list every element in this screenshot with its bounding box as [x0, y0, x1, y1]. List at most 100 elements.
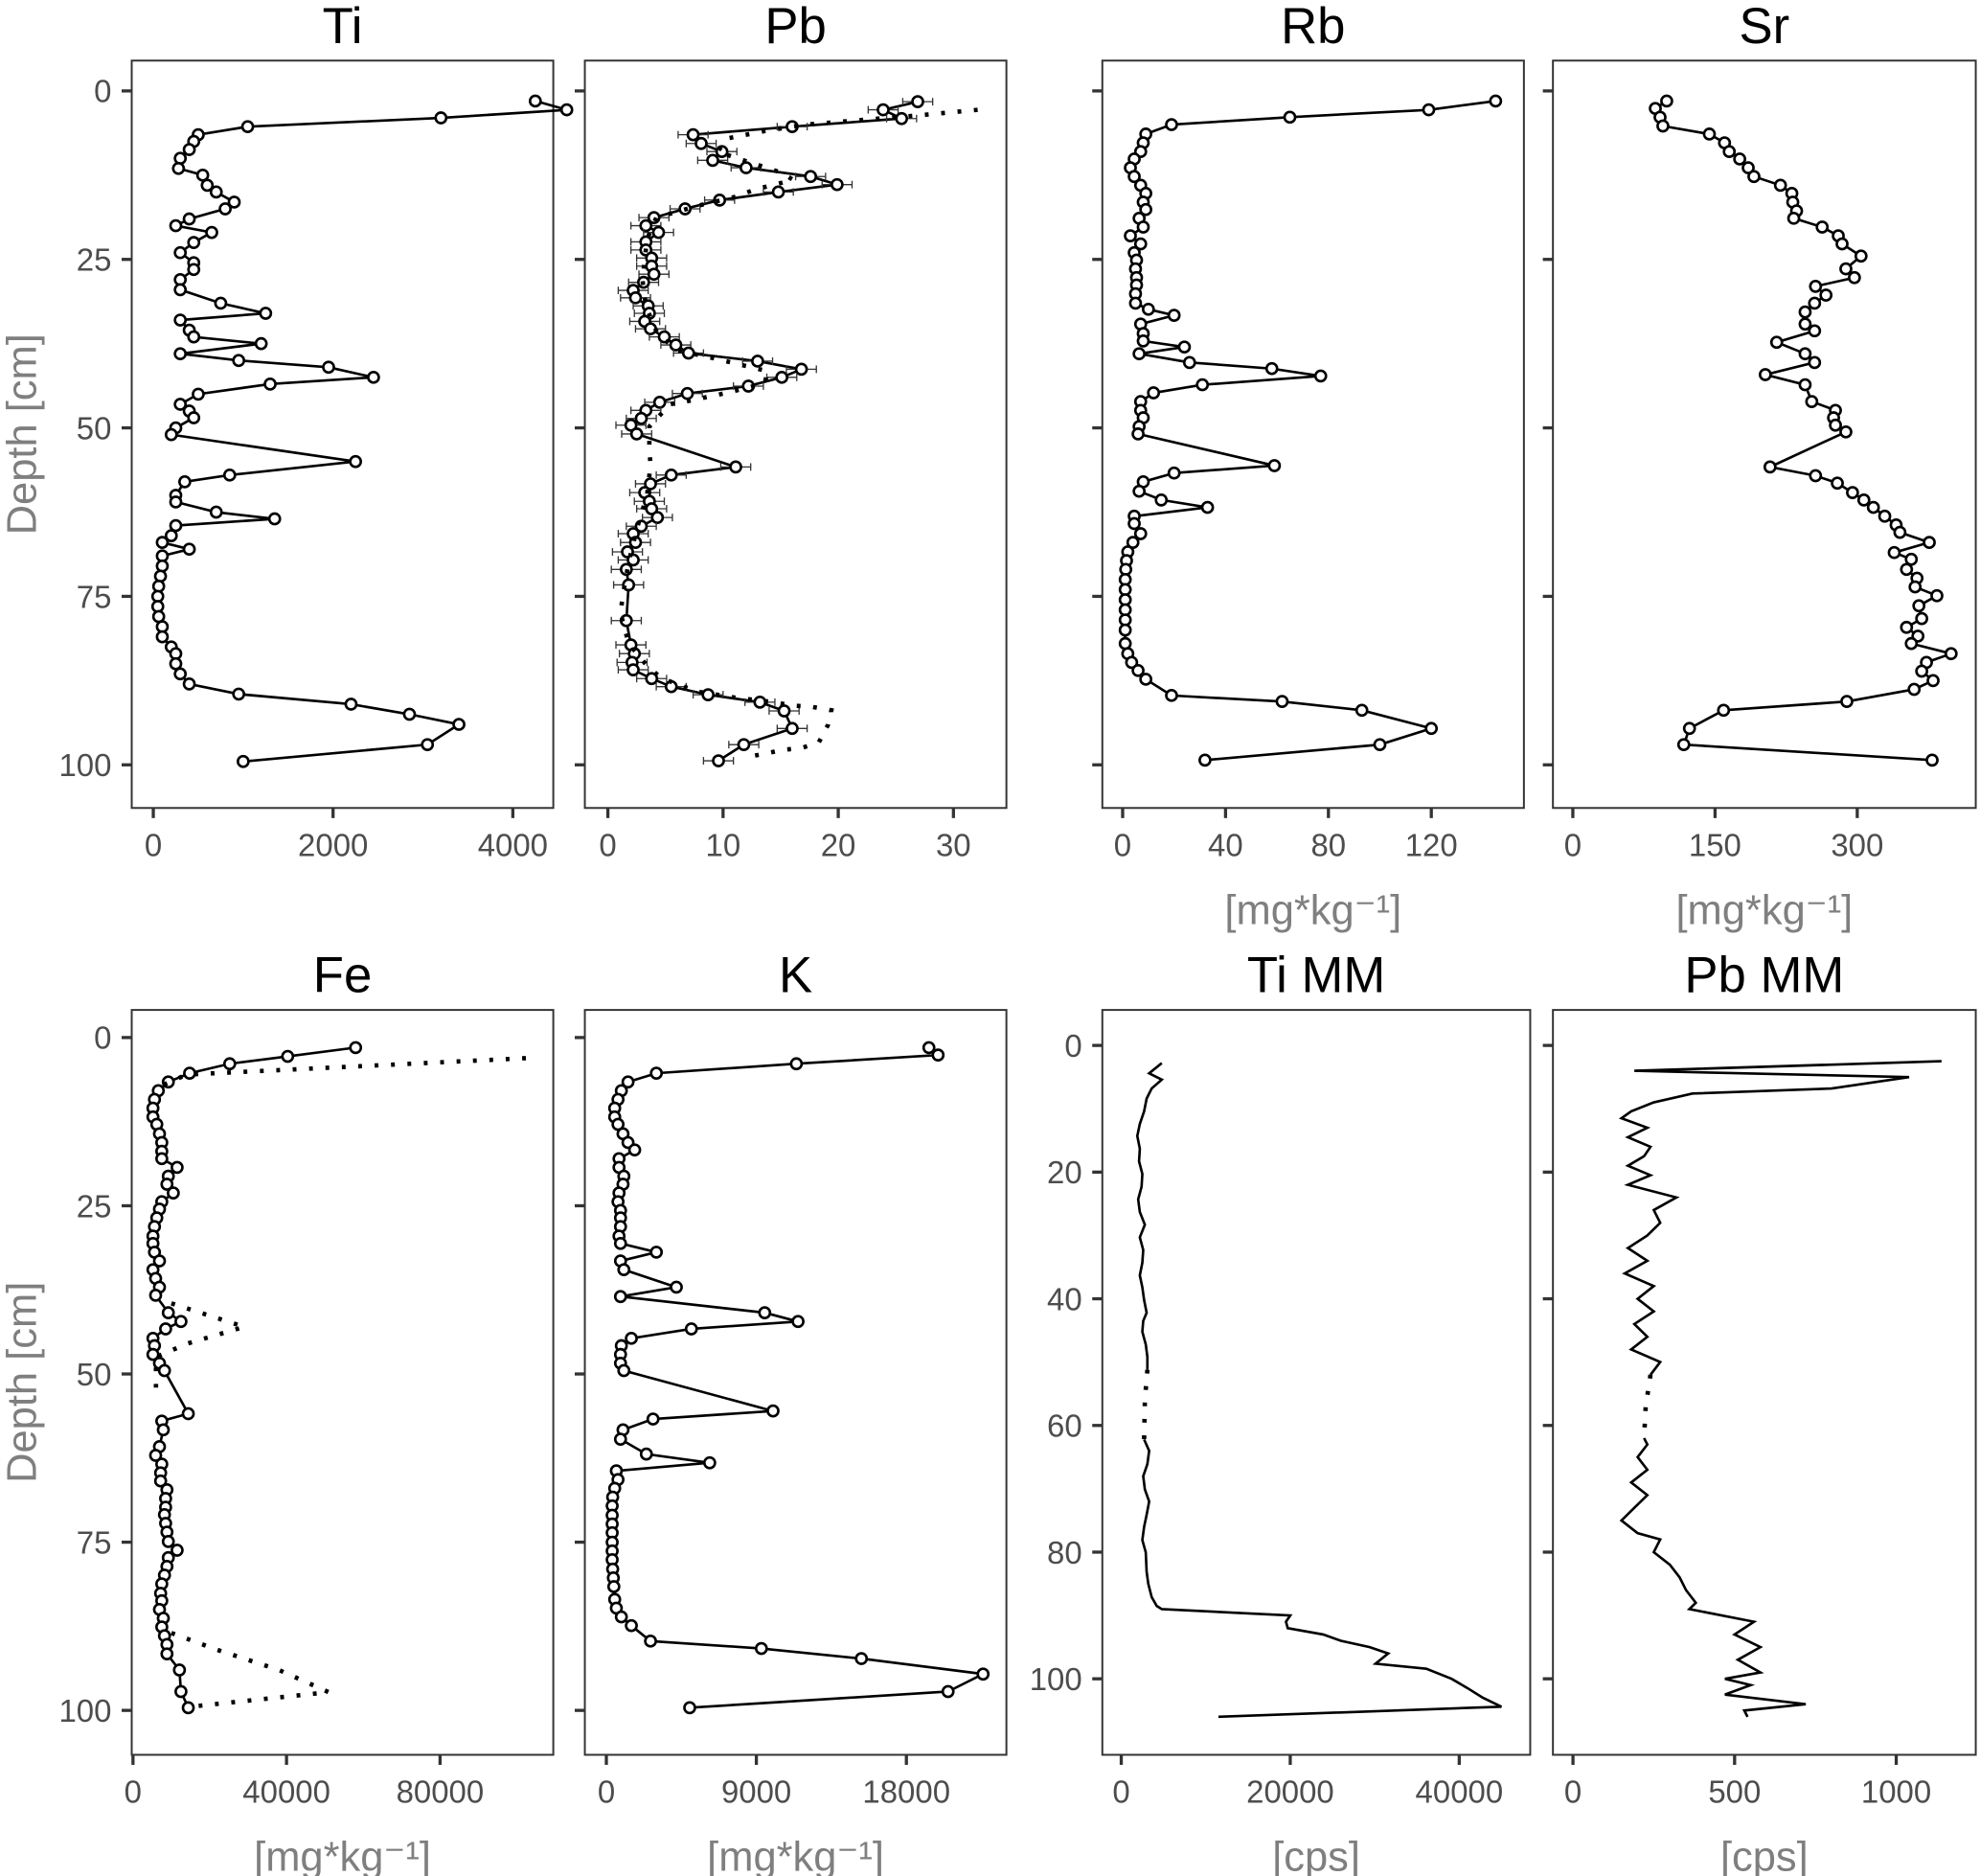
data-point	[1167, 466, 1181, 480]
data-point	[1133, 527, 1148, 540]
data-point	[222, 1057, 237, 1071]
panel-sr: Sr 0 150 300 [mg*kg⁻¹]	[1542, 0, 1977, 934]
data-point	[649, 1246, 664, 1259]
data-point	[626, 663, 640, 676]
data-point	[652, 396, 667, 409]
data-point	[681, 346, 695, 360]
data-point	[169, 518, 183, 533]
data-point	[1831, 476, 1844, 491]
series-line	[1618, 1060, 1942, 1376]
panel-frame	[583, 1009, 1008, 1756]
data-point	[754, 1641, 768, 1656]
x-axis-label: [mg*kg⁻¹]	[1224, 888, 1401, 934]
series-line	[1619, 1437, 1807, 1718]
data-point	[634, 411, 649, 425]
data-point	[646, 1412, 660, 1426]
data-point	[644, 477, 657, 491]
dotted-series-line	[171, 1631, 337, 1709]
data-point	[1182, 355, 1196, 370]
data-point	[740, 161, 753, 174]
data-point	[1798, 377, 1812, 392]
y-tick-label: 100	[58, 747, 111, 783]
panel-ti: Ti 0 2000 4000 0 25 50 75 100	[58, 0, 574, 862]
data-point	[1908, 580, 1923, 594]
data-point	[627, 1143, 642, 1157]
data-point	[232, 687, 246, 701]
x-axis-label: [mg*kg⁻¹]	[707, 1835, 884, 1876]
panel-title: Sr	[1740, 0, 1790, 55]
data-point	[421, 738, 435, 752]
data-point	[785, 721, 799, 736]
data-point	[647, 267, 661, 282]
data-point	[1275, 695, 1289, 709]
data-point	[753, 696, 767, 709]
data-point	[628, 290, 643, 305]
data-point	[1856, 492, 1871, 507]
panel-k: K 0 9000 18000 [mg*kg⁻¹]	[574, 948, 1008, 1876]
data-point	[729, 460, 742, 474]
data-point	[1854, 249, 1868, 263]
data-point	[706, 153, 719, 168]
data-point	[775, 370, 789, 384]
data-point	[1422, 103, 1436, 117]
data-point	[1660, 94, 1673, 108]
data-point	[1127, 170, 1141, 184]
data-point	[645, 502, 659, 515]
panel-rb: Rb 0 40 80 120[mg*kg⁻¹]	[1092, 0, 1525, 934]
data-point	[1167, 309, 1181, 322]
data-point	[1878, 509, 1892, 523]
data-point	[174, 1315, 188, 1329]
y-tick-label: 25	[77, 242, 112, 278]
data-point	[1267, 459, 1282, 472]
data-point	[922, 1041, 936, 1055]
data-point	[1900, 620, 1914, 634]
x-tick-label: 18000	[862, 1774, 950, 1810]
data-point	[164, 529, 178, 542]
dotted-series-line	[618, 107, 978, 760]
y-tick-label: 50	[77, 410, 112, 446]
panel-title: Rb	[1281, 0, 1345, 55]
data-point	[187, 263, 201, 277]
data-point	[1809, 280, 1823, 293]
data-point	[613, 1290, 627, 1304]
data-point	[976, 1667, 990, 1682]
data-point	[172, 1663, 187, 1677]
data-point	[1763, 460, 1777, 474]
data-point	[911, 95, 924, 109]
data-point	[187, 411, 201, 424]
data-point	[613, 1236, 627, 1250]
data-point	[1798, 305, 1812, 319]
data-point	[1840, 695, 1854, 709]
data-point	[1154, 492, 1169, 507]
data-point	[1118, 623, 1132, 637]
x-tick-label: 1000	[1861, 1774, 1931, 1810]
y-tick-label: 75	[77, 579, 112, 614]
x-axis-label: [cps]	[1720, 1835, 1809, 1876]
data-point	[152, 1254, 167, 1268]
data-point	[1798, 317, 1812, 332]
x-tick-label: 9000	[721, 1774, 791, 1810]
data-point	[669, 338, 683, 352]
data-point	[237, 754, 250, 768]
data-point	[160, 1178, 174, 1191]
x-tick-label: 20	[821, 827, 856, 862]
data-point	[1313, 369, 1328, 383]
data-point	[1926, 674, 1940, 688]
data-point	[182, 143, 196, 156]
data-point	[148, 1289, 163, 1302]
data-point	[804, 170, 818, 184]
x-tick-label: 0	[1564, 827, 1582, 862]
data-point	[1887, 545, 1901, 560]
data-point	[367, 370, 380, 384]
data-point	[831, 177, 844, 192]
data-point	[617, 1363, 631, 1378]
panel-title: Pb	[764, 0, 826, 55]
x-tick-label: 80000	[397, 1774, 485, 1810]
x-tick-label: 0	[1114, 827, 1131, 862]
data-point	[683, 1701, 696, 1715]
data-point	[1702, 127, 1717, 141]
data-point	[1923, 536, 1936, 550]
data-point	[1809, 469, 1823, 483]
series-line	[1135, 1062, 1165, 1370]
panel-ti-mm: Ti MM 0 20000 40000 0 20 40 60 80 100 [cps]	[1030, 948, 1532, 1876]
